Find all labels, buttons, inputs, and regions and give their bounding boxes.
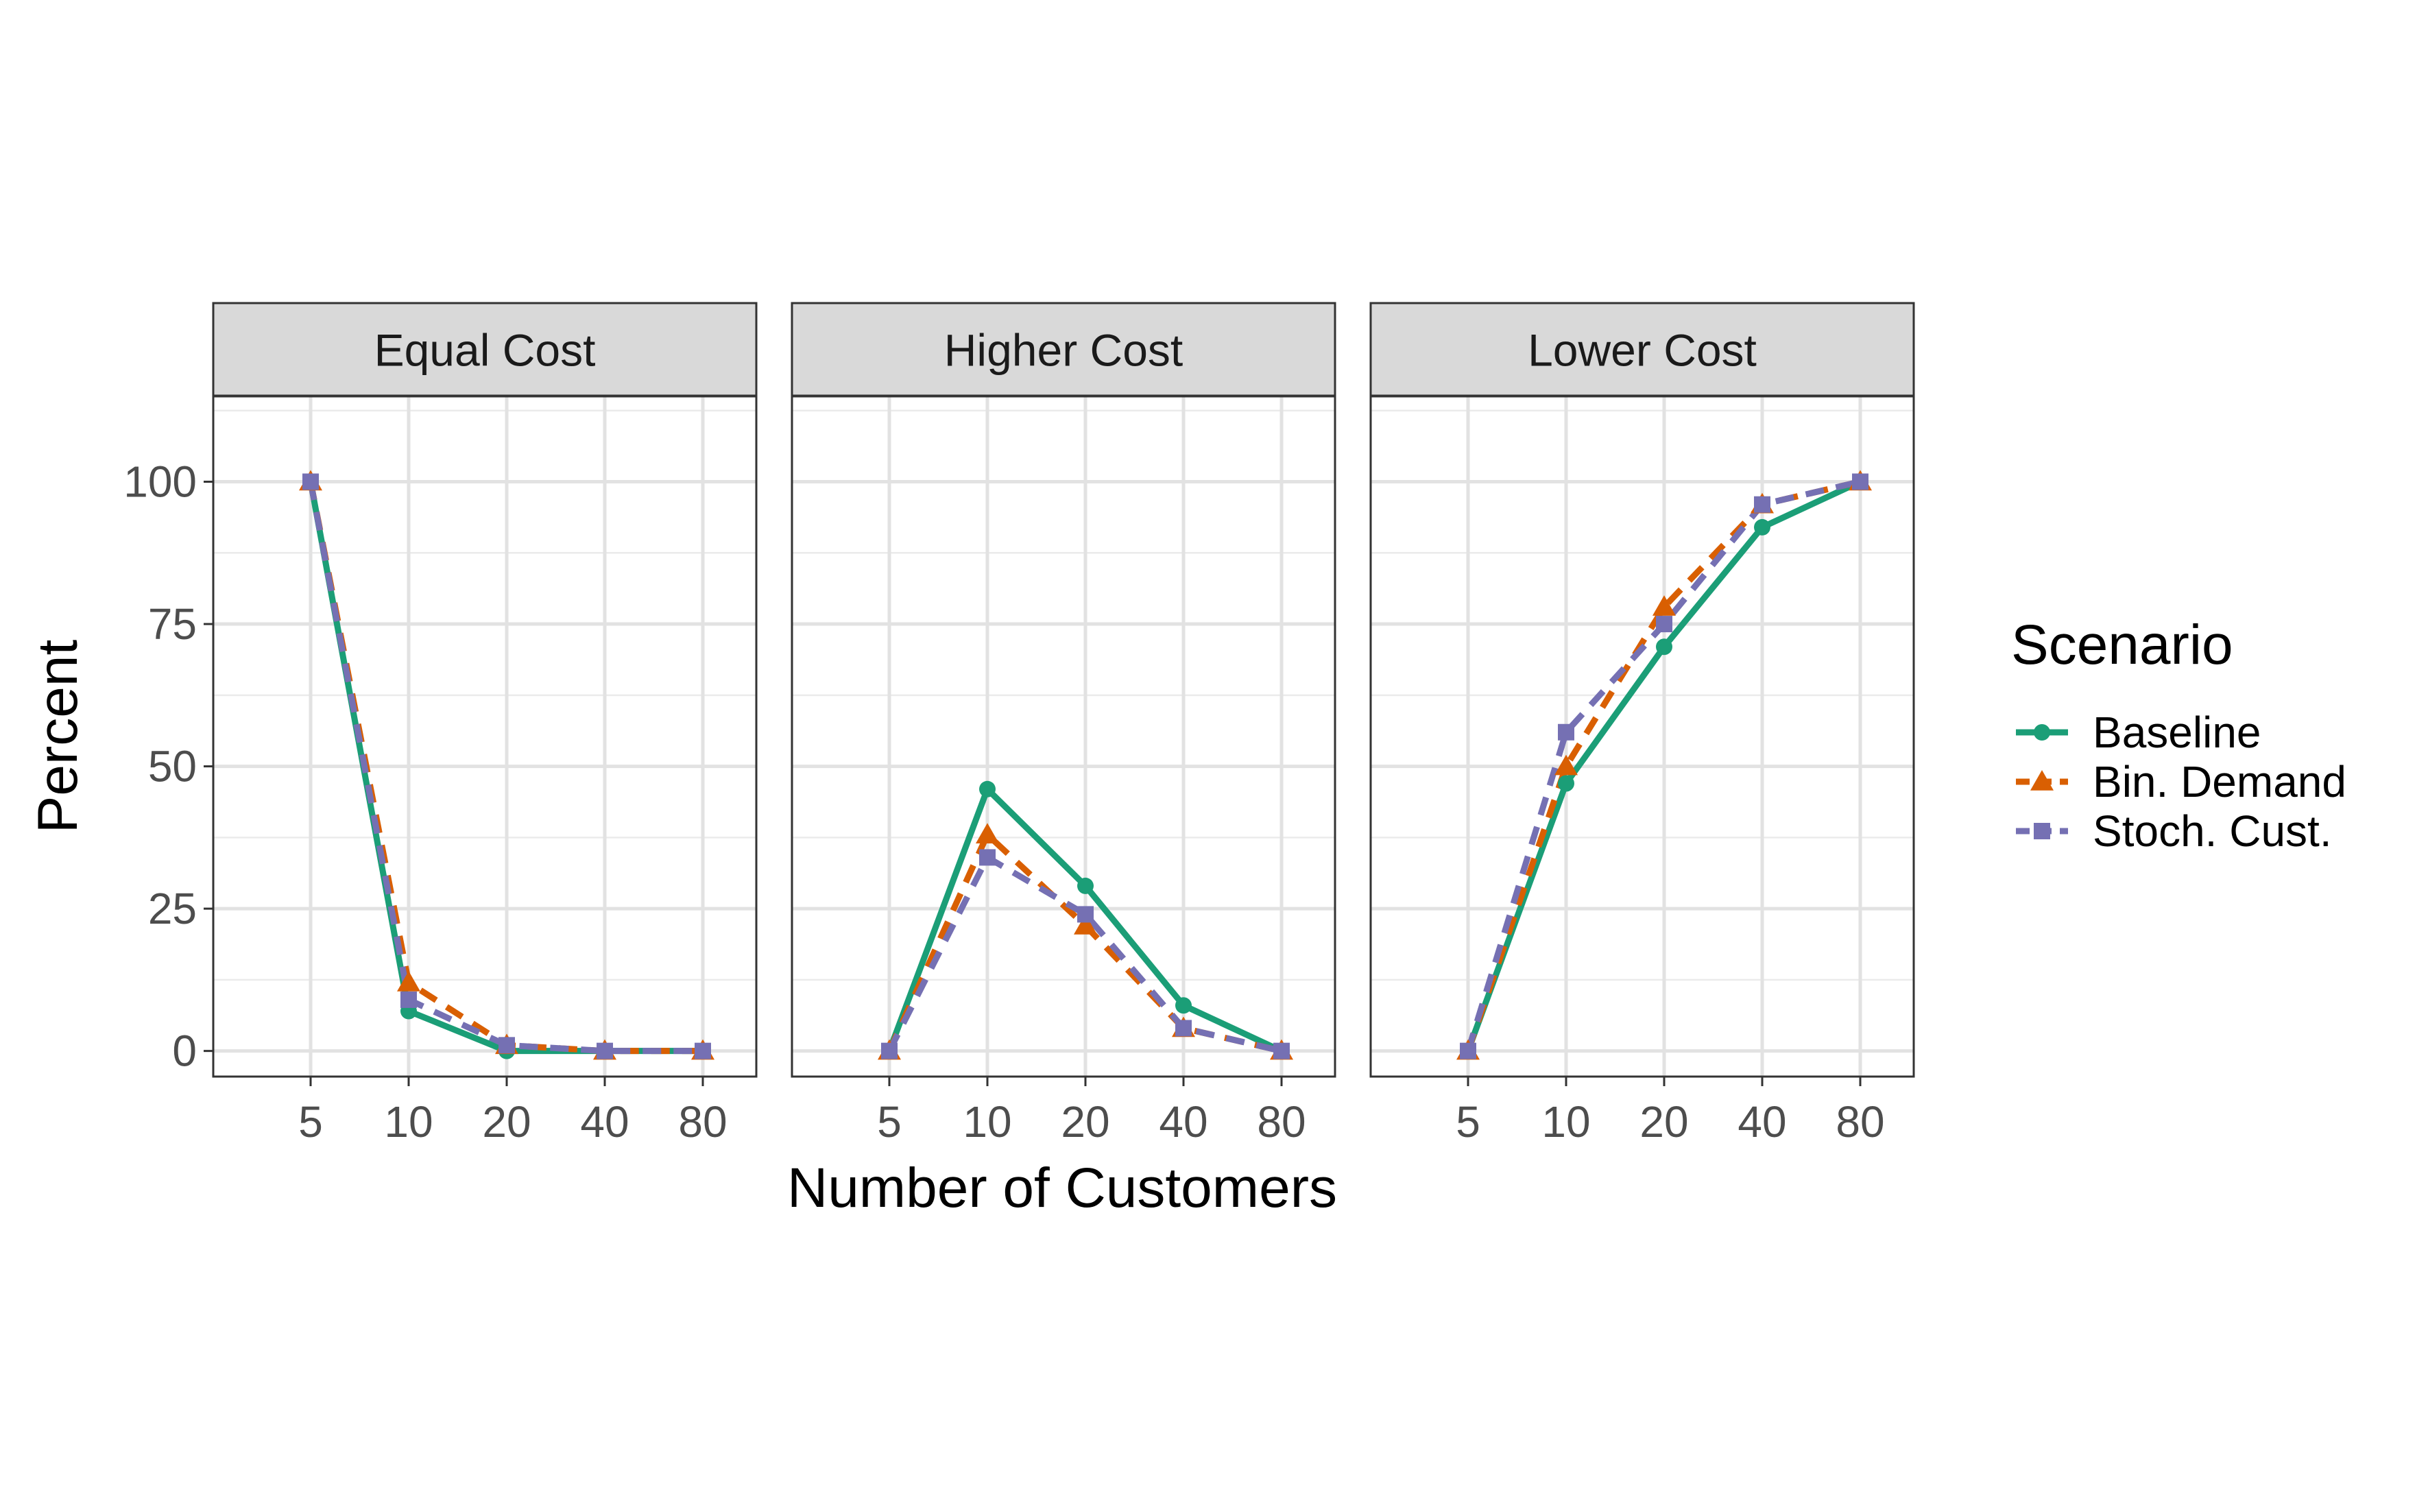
x-tick-label: 10: [1541, 1097, 1590, 1147]
data-point-stoch-cust: [1754, 496, 1770, 513]
plot-background: [792, 396, 1335, 1077]
panel-equal-cost: Equal Cost 5 10 20 40 80: [212, 302, 758, 1147]
data-point-stoch-cust: [1656, 616, 1672, 633]
data-point-baseline: [979, 780, 996, 797]
x-tick-label: 10: [963, 1097, 1011, 1147]
data-point-stoch-cust: [1273, 1042, 1290, 1059]
data-point-stoch-cust: [1852, 473, 1868, 490]
data-point-stoch-cust: [1175, 1020, 1192, 1037]
panel-strip: [212, 302, 758, 397]
plot-background: [1371, 396, 1914, 1077]
x-tick-label: 80: [1257, 1097, 1306, 1147]
legend-title: Scenario: [2011, 614, 2233, 676]
x-tick-label: 10: [384, 1097, 433, 1147]
x-axis-title: Number of Customers: [787, 1157, 1337, 1219]
x-tick-label: 20: [1061, 1097, 1109, 1147]
data-point-baseline: [1558, 775, 1574, 792]
panel-title: Higher Cost: [944, 325, 1183, 376]
x-tick-label: 40: [1159, 1097, 1207, 1147]
data-point-baseline: [1175, 997, 1192, 1014]
legend-label: Stoch. Cust.: [2093, 806, 2332, 856]
data-point-baseline: [1077, 877, 1094, 894]
data-point-stoch-cust: [979, 849, 996, 866]
data-point-stoch-cust: [498, 1037, 515, 1054]
data-point-stoch-cust: [400, 991, 417, 1008]
data-point-stoch-cust: [881, 1042, 898, 1059]
x-tick-label: 80: [678, 1097, 727, 1147]
y-tick-label: 25: [148, 884, 197, 933]
data-point-bin-demand: [397, 971, 420, 992]
legend-key-marker: [2034, 823, 2050, 839]
x-tick-label: 5: [877, 1097, 902, 1147]
legend-key-marker: [2030, 770, 2054, 791]
data-point-stoch-cust: [1558, 723, 1574, 741]
legend-label: Bin. Demand: [2093, 757, 2346, 806]
panel-higher-cost: Higher Cost 5 10 20 40 80: [791, 302, 1336, 1147]
panel-title: Equal Cost: [374, 325, 596, 376]
panel-border: [1369, 395, 1915, 1078]
plot-background: [213, 396, 756, 1077]
x-tick-label: 5: [1456, 1097, 1480, 1147]
panel-strip: [1369, 302, 1915, 397]
data-point-bin-demand: [1074, 914, 1097, 935]
x-tick-label: 20: [1639, 1097, 1688, 1147]
legend-label: Baseline: [2093, 708, 2261, 757]
panel-border: [212, 395, 758, 1078]
series-line-bin-demand: [1465, 479, 1862, 1053]
y-tick-label: 75: [148, 599, 197, 649]
panel-title: Lower Cost: [1528, 325, 1757, 376]
panel-border: [791, 395, 1336, 1078]
y-tick-label: 0: [172, 1027, 197, 1076]
y-axis-title: Percent: [27, 639, 89, 833]
data-point-bin-demand: [976, 823, 999, 843]
data-point-bin-demand: [1652, 595, 1676, 616]
data-point-stoch-cust: [1077, 906, 1094, 923]
data-point-stoch-cust: [597, 1042, 613, 1059]
y-tick-label: 50: [148, 742, 197, 791]
panel-lower-cost: Lower Cost 5 10 20 40 80: [1369, 302, 1915, 1147]
x-tick-label: 40: [1738, 1097, 1786, 1147]
x-tick-label: 20: [482, 1097, 531, 1147]
data-point-stoch-cust: [695, 1042, 711, 1059]
data-point-stoch-cust: [1460, 1042, 1476, 1059]
x-tick-label: 40: [580, 1097, 629, 1147]
x-tick-label: 80: [1836, 1097, 1884, 1147]
data-point-baseline: [1754, 518, 1770, 536]
x-tick-label: 5: [298, 1097, 323, 1147]
legend-key-marker: [2034, 724, 2050, 741]
y-tick-label: 100: [123, 457, 197, 507]
data-point-bin-demand: [1554, 754, 1578, 776]
data-point-stoch-cust: [302, 473, 319, 490]
data-point-baseline: [1656, 638, 1672, 656]
